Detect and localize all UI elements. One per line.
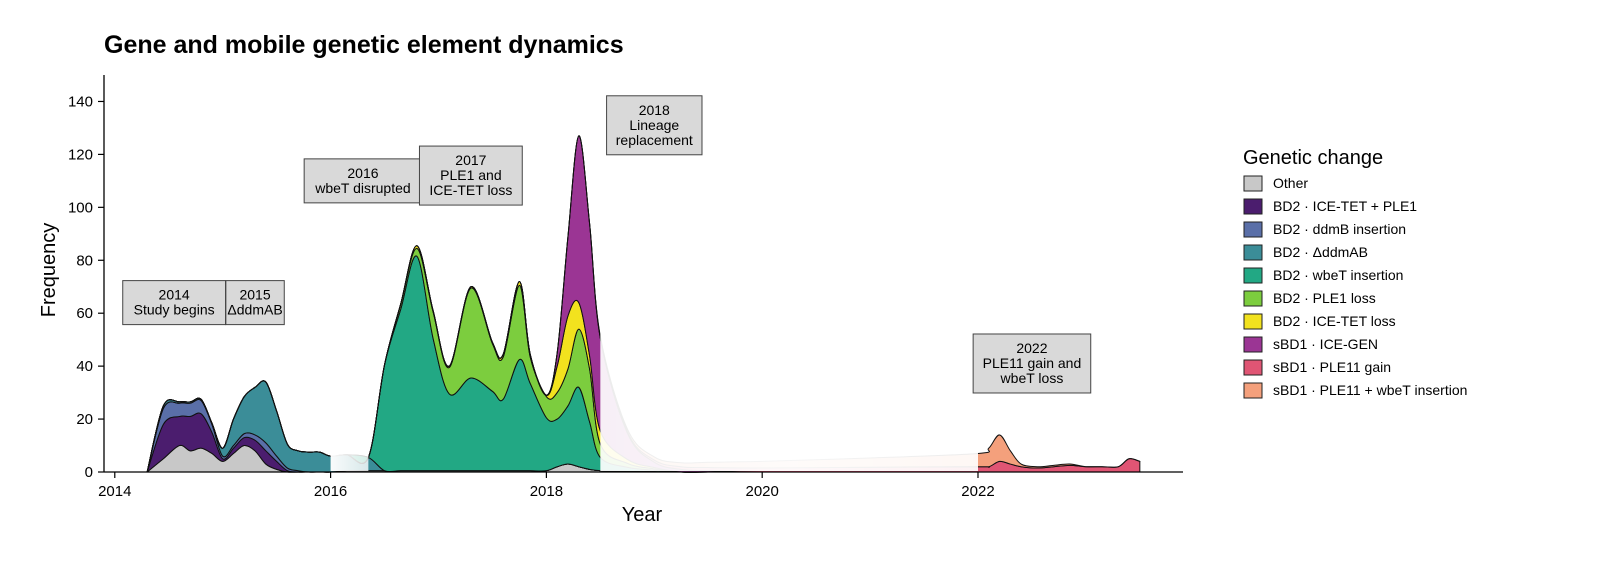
legend-swatch: [1243, 175, 1263, 192]
annotation-text: ΔddmAB: [227, 302, 282, 318]
annotation-text: wbeT disrupted: [314, 180, 410, 196]
annotation-text: 2016: [347, 165, 378, 181]
legend-swatch: [1243, 290, 1263, 307]
x-tick-label: 2018: [530, 483, 563, 500]
annotation-box: [303, 158, 423, 204]
fade-regions: [330, 70, 978, 471]
annotation-text: PLE1 and: [440, 167, 502, 183]
axes: 2014 2016 2018 2020 2022 0 20 40 60 80 100 120 140: [68, 75, 1183, 500]
legend-item-sbd1-ple11-wbet-insertion: sBD1 · PLE11 + wbeT insertion: [1243, 382, 1467, 399]
annotation-text: PLE11 gain and: [983, 355, 1082, 371]
legend-item-sbd1-ice-gen: sBD1 · ICE-GEN: [1243, 336, 1378, 353]
legend-swatch: [1243, 382, 1263, 399]
legend-label: sBD1 · ICE-GEN: [1273, 336, 1378, 352]
legend-item-bd2-wbet-insertion: BD2 · wbeT insertion: [1243, 267, 1403, 284]
y-tick-label: 20: [76, 411, 93, 428]
annotation-text: Lineage: [629, 117, 679, 133]
legend: Genetic change Other BD2 · ICE-TET + PLE1…: [1243, 147, 1467, 399]
y-tick-label: 80: [76, 252, 93, 269]
annotation-text: ICE-TET loss: [429, 182, 512, 198]
x-axis-label: Year: [622, 504, 663, 526]
y-axis-label: Frequency: [38, 223, 60, 318]
x-tick-label: 2022: [961, 483, 994, 500]
legend-swatch: [1243, 313, 1263, 330]
y-tick-label: 0: [85, 464, 93, 481]
legend-label: Other: [1273, 175, 1308, 191]
legend-label: BD2 · ICE-TET + PLE1: [1273, 198, 1417, 214]
legend-swatch: [1243, 267, 1263, 284]
legend-item-bd2-ice-tet-ple1: BD2 · ICE-TET + PLE1: [1243, 198, 1417, 215]
x-tick-label: 2016: [314, 483, 347, 500]
annotation-text: 2018: [639, 102, 670, 118]
x-tick-label: 2014: [98, 483, 131, 500]
annotation-box: [972, 333, 1092, 394]
x-tick-label: 2020: [746, 483, 779, 500]
legend-item-bd2-ice-tet-loss: BD2 · ICE-TET loss: [1243, 313, 1396, 330]
legend-label: sBD1 · PLE11 gain: [1273, 359, 1391, 375]
annotation-box: [606, 95, 703, 156]
legend-item-bd2-ple1-loss: BD2 · PLE1 loss: [1243, 290, 1376, 307]
y-tick-label: 120: [68, 146, 93, 163]
annotation-box: [225, 280, 285, 326]
legend-label: BD2 · ICE-TET loss: [1273, 313, 1396, 329]
legend-swatch: [1243, 336, 1263, 353]
legend-label: BD2 · ΔddmAB: [1273, 244, 1368, 260]
annotation-text: 2014: [159, 287, 190, 303]
legend-label: BD2 · ddmB insertion: [1273, 221, 1406, 237]
annotation-text: 2015: [239, 287, 270, 303]
legend-label: BD2 · wbeT insertion: [1273, 267, 1403, 283]
legend-item-sbd1-ple11-gain: sBD1 · PLE11 gain: [1243, 359, 1391, 376]
annotation-box: [122, 280, 227, 326]
legend-swatch: [1243, 221, 1263, 238]
legend-item-bd2-ddmab: BD2 · ΔddmAB: [1243, 244, 1368, 261]
legend-label: sBD1 · PLE11 + wbeT insertion: [1273, 382, 1467, 398]
chart-title: Gene and mobile genetic element dynamics: [104, 31, 624, 59]
annotation-text: replacement: [616, 132, 693, 148]
y-tick-label: 100: [68, 199, 93, 216]
legend-title: Genetic change: [1243, 147, 1383, 169]
legend-swatch: [1243, 198, 1263, 215]
legend-label: BD2 · PLE1 loss: [1273, 290, 1376, 306]
annotation-text: Study begins: [134, 302, 215, 318]
annotation-text: 2022: [1016, 340, 1047, 356]
annotation-text: 2017: [455, 152, 486, 168]
y-tick-label: 40: [76, 358, 93, 375]
annotation-text: wbeT loss: [1000, 370, 1064, 386]
y-tick-label: 140: [68, 93, 93, 110]
y-tick-label: 60: [76, 305, 93, 322]
legend-swatch: [1243, 359, 1263, 376]
legend-swatch: [1243, 244, 1263, 261]
fade-region: [330, 70, 369, 471]
legend-item-bd2-ddmb-insertion: BD2 · ddmB insertion: [1243, 221, 1406, 238]
area-sbd1-ple11-wbet-insertion: [146, 135, 1141, 473]
annotation-box: [418, 145, 523, 206]
legend-item-other: Other: [1243, 175, 1308, 192]
